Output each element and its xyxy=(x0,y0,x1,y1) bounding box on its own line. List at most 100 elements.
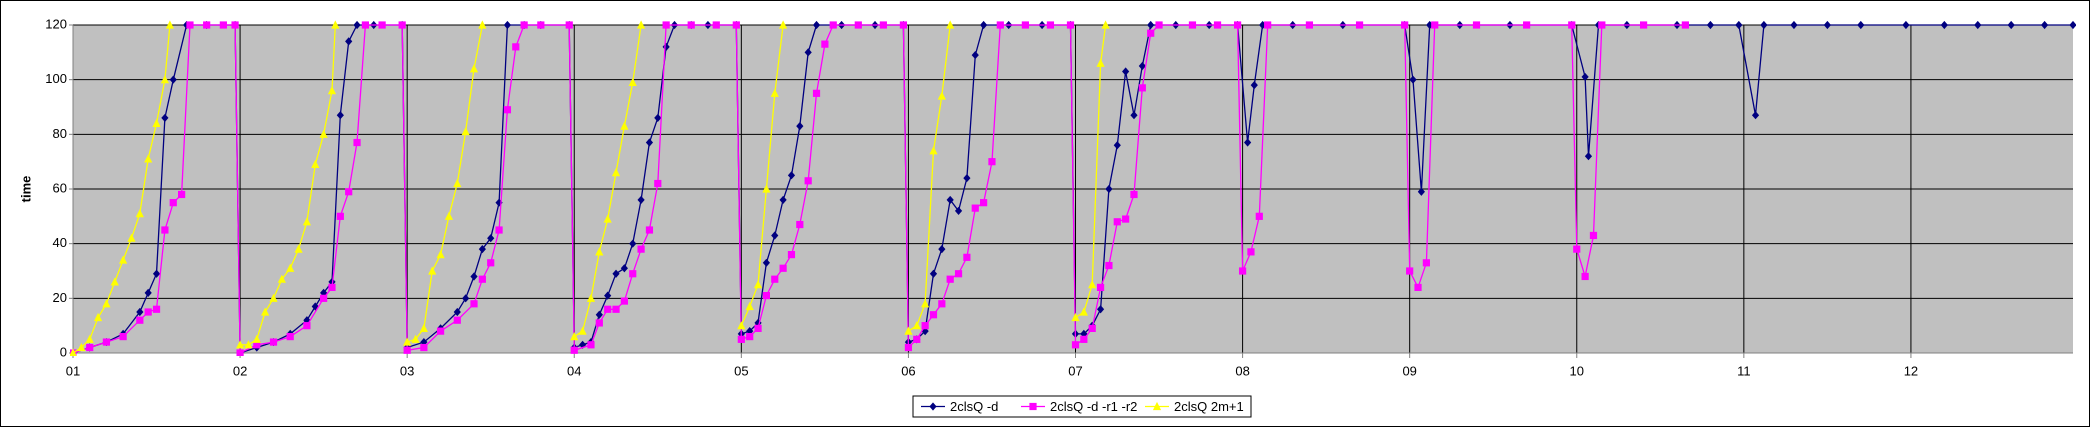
point xyxy=(495,198,503,207)
legend-label: 2clsQ 2m+1 xyxy=(1174,399,1244,414)
point xyxy=(478,20,487,29)
point xyxy=(737,335,745,343)
point xyxy=(595,319,603,327)
point xyxy=(235,340,245,349)
y-tick-label: 0 xyxy=(60,344,67,359)
point xyxy=(453,316,461,324)
point xyxy=(779,195,787,205)
point xyxy=(353,138,361,147)
point xyxy=(294,244,303,253)
point xyxy=(1188,21,1197,29)
point xyxy=(495,226,503,234)
point xyxy=(1101,20,1110,29)
point xyxy=(331,20,340,29)
point xyxy=(637,195,645,205)
point xyxy=(586,293,596,302)
point xyxy=(921,299,930,308)
point xyxy=(1857,20,1865,30)
point xyxy=(336,111,344,120)
point xyxy=(286,333,294,341)
point xyxy=(1940,20,1948,30)
point xyxy=(1422,259,1430,267)
y-tick-label: 100 xyxy=(45,71,67,86)
point xyxy=(231,21,239,29)
point xyxy=(110,277,119,286)
point xyxy=(899,21,908,29)
point xyxy=(1130,190,1138,199)
point xyxy=(1568,21,1576,29)
point xyxy=(1152,401,1162,411)
point xyxy=(1305,21,1314,29)
point xyxy=(812,20,821,30)
point xyxy=(345,37,353,46)
point xyxy=(303,322,311,330)
point xyxy=(2069,20,2076,30)
point xyxy=(879,21,887,29)
x-tick-label: 05 xyxy=(734,363,748,378)
point xyxy=(1431,21,1439,29)
point xyxy=(779,20,788,29)
point xyxy=(1079,307,1088,316)
point xyxy=(904,343,913,352)
point xyxy=(361,21,369,29)
x-tick-label: 07 xyxy=(1068,363,1082,378)
point xyxy=(1096,58,1105,67)
x-tick-label: 02 xyxy=(233,363,247,378)
point xyxy=(419,323,428,332)
point xyxy=(470,272,478,281)
point xyxy=(328,277,336,287)
point xyxy=(645,226,654,234)
point xyxy=(654,113,662,123)
point xyxy=(804,177,812,185)
point xyxy=(520,21,528,29)
point xyxy=(988,158,996,166)
point xyxy=(236,349,244,356)
point xyxy=(954,270,963,278)
point xyxy=(461,127,470,136)
point xyxy=(628,77,637,86)
point xyxy=(453,307,461,317)
point xyxy=(320,288,328,297)
point xyxy=(620,297,628,305)
point xyxy=(654,179,662,188)
point xyxy=(1523,21,1531,29)
point xyxy=(963,173,971,183)
point xyxy=(929,146,938,155)
point xyxy=(136,307,144,317)
point xyxy=(579,340,587,349)
point xyxy=(144,308,152,316)
point xyxy=(1213,21,1222,29)
point xyxy=(70,348,77,356)
point xyxy=(1406,267,1414,275)
point xyxy=(1138,61,1146,71)
point xyxy=(119,255,128,264)
point xyxy=(971,204,979,212)
point xyxy=(152,269,161,278)
point xyxy=(487,234,495,243)
point xyxy=(244,340,253,349)
point xyxy=(938,300,946,308)
point xyxy=(319,129,328,138)
point xyxy=(327,86,337,95)
point xyxy=(578,326,587,335)
point xyxy=(796,122,804,131)
point xyxy=(160,75,169,84)
point xyxy=(1706,20,1715,30)
point xyxy=(77,342,86,352)
point xyxy=(135,209,144,218)
point xyxy=(1472,21,1481,29)
point xyxy=(954,206,963,215)
point xyxy=(746,333,754,341)
point xyxy=(398,21,406,29)
point xyxy=(470,300,478,308)
point xyxy=(2007,20,2015,30)
point xyxy=(86,343,94,352)
point xyxy=(1974,20,1982,30)
point xyxy=(1355,21,1364,29)
point xyxy=(1598,21,1606,29)
point xyxy=(1823,20,1831,30)
point xyxy=(1735,20,1743,30)
point xyxy=(946,195,954,205)
point xyxy=(1581,272,1589,281)
legend-box xyxy=(912,395,1252,418)
